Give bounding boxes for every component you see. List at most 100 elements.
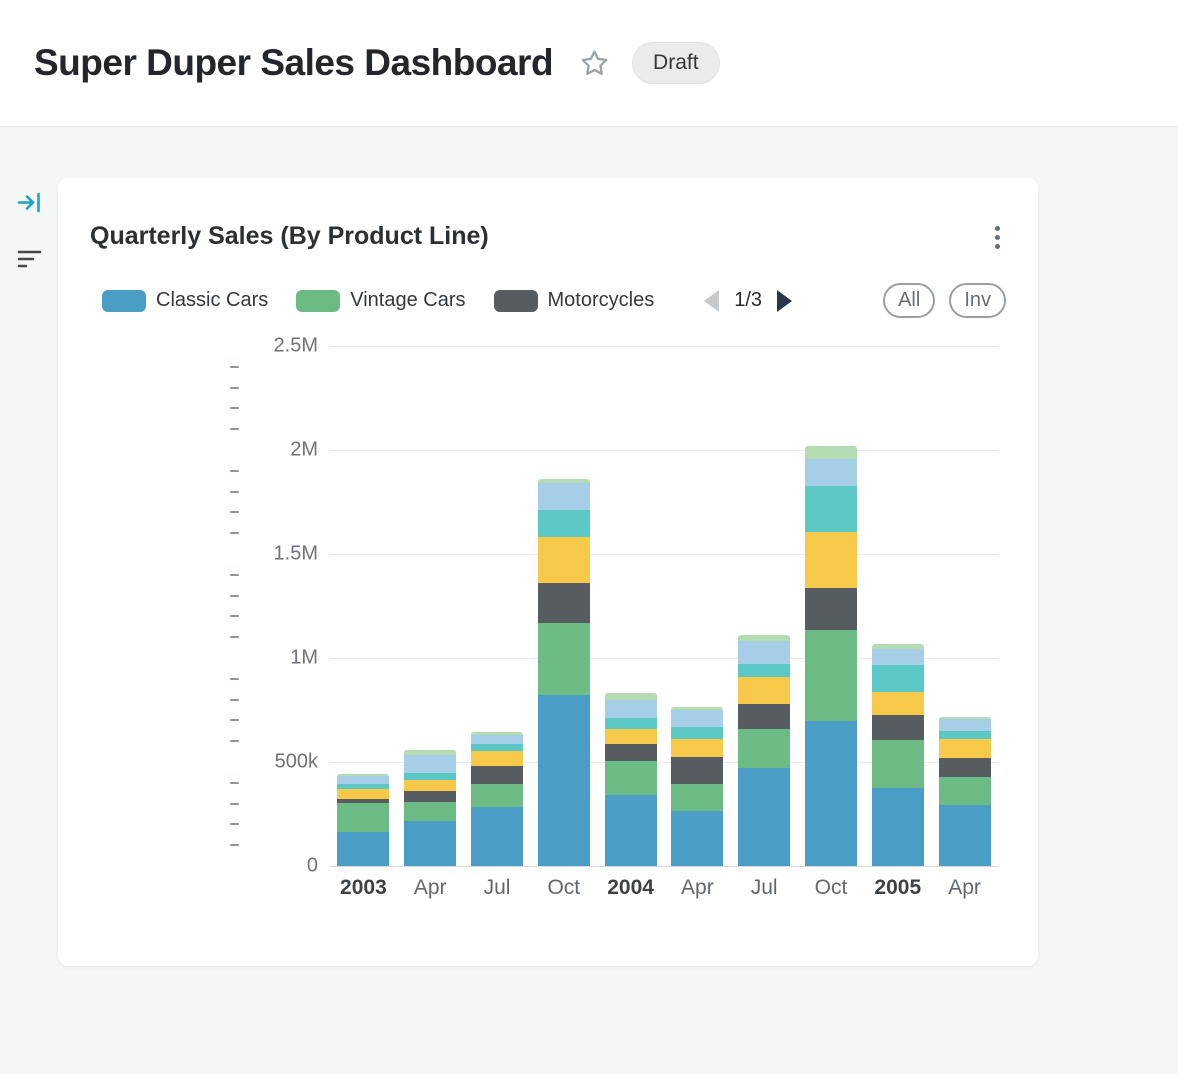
- legend-label: Vintage Cars: [350, 289, 466, 311]
- bar-2005-8[interactable]: [871, 643, 924, 866]
- legend-item-classic-cars[interactable]: Classic Cars: [102, 289, 268, 312]
- bar-segment-motorcycles[interactable]: [404, 791, 457, 802]
- bar-segment-classic-cars[interactable]: [738, 768, 791, 866]
- bar-apr-5[interactable]: [671, 706, 724, 866]
- bar-segment-vintage-cars[interactable]: [337, 802, 390, 832]
- bar-apr-9[interactable]: [938, 717, 991, 866]
- bar-segment-series-4-yellow[interactable]: [671, 739, 724, 757]
- bar-2004-4[interactable]: [604, 693, 657, 866]
- bar-segment-series-6-light-blue[interactable]: [470, 735, 523, 745]
- bar-segment-series-7-light-green[interactable]: [871, 643, 924, 649]
- bar-segment-vintage-cars[interactable]: [871, 740, 924, 788]
- bar-segment-series-5-teal[interactable]: [604, 718, 657, 729]
- bar-segment-series-7-light-green[interactable]: [738, 635, 791, 642]
- bar-segment-motorcycles[interactable]: [337, 799, 390, 803]
- bar-segment-series-6-light-blue[interactable]: [337, 775, 390, 784]
- bar-segment-vintage-cars[interactable]: [804, 629, 857, 722]
- bar-segment-series-5-teal[interactable]: [738, 664, 791, 677]
- bar-segment-series-7-light-green[interactable]: [604, 693, 657, 700]
- filter-button[interactable]: [16, 248, 43, 270]
- bar-segment-motorcycles[interactable]: [804, 588, 857, 630]
- bar-segment-series-6-light-blue[interactable]: [671, 710, 724, 727]
- bar-segment-series-7-light-green[interactable]: [804, 445, 857, 460]
- bar-segment-series-6-light-blue[interactable]: [938, 719, 991, 731]
- bar-oct-3[interactable]: [537, 479, 590, 866]
- bar-segment-series-5-teal[interactable]: [671, 726, 724, 740]
- bar-segment-series-6-light-blue[interactable]: [404, 754, 457, 774]
- bar-segment-series-6-light-blue[interactable]: [537, 483, 590, 511]
- legend-next-arrow-icon[interactable]: [777, 289, 793, 312]
- card-header: Quarterly Sales (By Product Line): [90, 222, 1006, 253]
- bar-segment-series-4-yellow[interactable]: [938, 739, 991, 758]
- bar-segment-series-5-teal[interactable]: [938, 730, 991, 740]
- bar-segment-motorcycles[interactable]: [671, 756, 724, 784]
- bar-segment-series-5-teal[interactable]: [871, 665, 924, 693]
- bar-segment-series-4-yellow[interactable]: [470, 750, 523, 767]
- bar-segment-classic-cars[interactable]: [938, 804, 991, 866]
- bar-segment-vintage-cars[interactable]: [470, 783, 523, 807]
- bar-segment-classic-cars[interactable]: [871, 788, 924, 866]
- bar-segment-series-5-teal[interactable]: [804, 486, 857, 533]
- bar-segment-vintage-cars[interactable]: [404, 801, 457, 822]
- bar-segment-series-6-light-blue[interactable]: [804, 459, 857, 487]
- all-button[interactable]: All: [883, 283, 936, 318]
- bar-apr-1[interactable]: [404, 749, 457, 866]
- bar-segment-series-5-teal[interactable]: [470, 744, 523, 751]
- bar-segment-series-7-light-green[interactable]: [404, 749, 457, 755]
- legend-swatch: [493, 289, 538, 312]
- bar-2003-0[interactable]: [337, 773, 390, 866]
- bar-jul-6[interactable]: [738, 635, 791, 866]
- bar-segment-classic-cars[interactable]: [804, 721, 857, 866]
- bar-segment-series-7-light-green[interactable]: [337, 773, 390, 776]
- bar-segment-series-6-light-blue[interactable]: [604, 699, 657, 719]
- bar-segment-series-4-yellow[interactable]: [337, 789, 390, 800]
- bar-segment-classic-cars[interactable]: [537, 695, 590, 866]
- y-axis-label: 1.5M: [273, 542, 318, 565]
- card-menu-button[interactable]: [989, 222, 1006, 253]
- bar-segment-series-7-light-green[interactable]: [537, 479, 590, 484]
- bar-segment-series-4-yellow[interactable]: [537, 537, 590, 584]
- legend-item-motorcycles[interactable]: Motorcycles: [493, 289, 654, 312]
- bar-segment-classic-cars[interactable]: [404, 821, 457, 866]
- bar-segment-classic-cars[interactable]: [604, 795, 657, 866]
- bar-segment-motorcycles[interactable]: [537, 583, 590, 623]
- bar-segment-series-5-teal[interactable]: [404, 773, 457, 780]
- bar-segment-series-5-teal[interactable]: [337, 783, 390, 790]
- bar-segment-series-6-light-blue[interactable]: [871, 648, 924, 666]
- bar-segment-vintage-cars[interactable]: [938, 776, 991, 805]
- bar-oct-7[interactable]: [804, 445, 857, 866]
- bar-jul-2[interactable]: [470, 731, 523, 866]
- bar-segment-motorcycles[interactable]: [470, 766, 523, 784]
- inv-button[interactable]: Inv: [949, 283, 1006, 318]
- bar-segment-classic-cars[interactable]: [470, 806, 523, 866]
- bar-segment-vintage-cars[interactable]: [537, 622, 590, 696]
- bar-segment-motorcycles[interactable]: [938, 757, 991, 777]
- bar-segment-classic-cars[interactable]: [671, 810, 724, 866]
- gridline: [330, 346, 998, 347]
- bar-segment-motorcycles[interactable]: [871, 715, 924, 741]
- bar-segment-vintage-cars[interactable]: [738, 728, 791, 769]
- bar-segment-vintage-cars[interactable]: [671, 783, 724, 811]
- x-axis-label: 2003: [340, 876, 387, 899]
- bar-segment-motorcycles[interactable]: [738, 703, 791, 729]
- legend-prev-arrow-icon[interactable]: [704, 289, 720, 312]
- bar-segment-series-5-teal[interactable]: [537, 510, 590, 538]
- bar-segment-vintage-cars[interactable]: [604, 760, 657, 796]
- y-axis-minor-tick: [230, 511, 239, 514]
- collapse-panel-button[interactable]: [16, 189, 43, 216]
- bar-segment-series-7-light-green[interactable]: [671, 706, 724, 711]
- bar-segment-classic-cars[interactable]: [337, 831, 390, 866]
- legend-swatch: [296, 289, 341, 312]
- legend-item-vintage-cars[interactable]: Vintage Cars: [296, 289, 466, 312]
- bar-segment-series-4-yellow[interactable]: [604, 728, 657, 745]
- bar-segment-series-4-yellow[interactable]: [871, 692, 924, 716]
- bar-segment-series-4-yellow[interactable]: [804, 532, 857, 589]
- bar-segment-series-6-light-blue[interactable]: [738, 641, 791, 665]
- bar-segment-series-4-yellow[interactable]: [738, 676, 791, 704]
- bar-segment-series-7-light-green[interactable]: [938, 717, 991, 720]
- bar-segment-motorcycles[interactable]: [604, 744, 657, 761]
- bar-segment-series-4-yellow[interactable]: [404, 779, 457, 792]
- favorite-button[interactable]: [579, 48, 610, 78]
- bar-segment-series-7-light-green[interactable]: [470, 731, 523, 735]
- y-axis-label: 0: [306, 854, 318, 877]
